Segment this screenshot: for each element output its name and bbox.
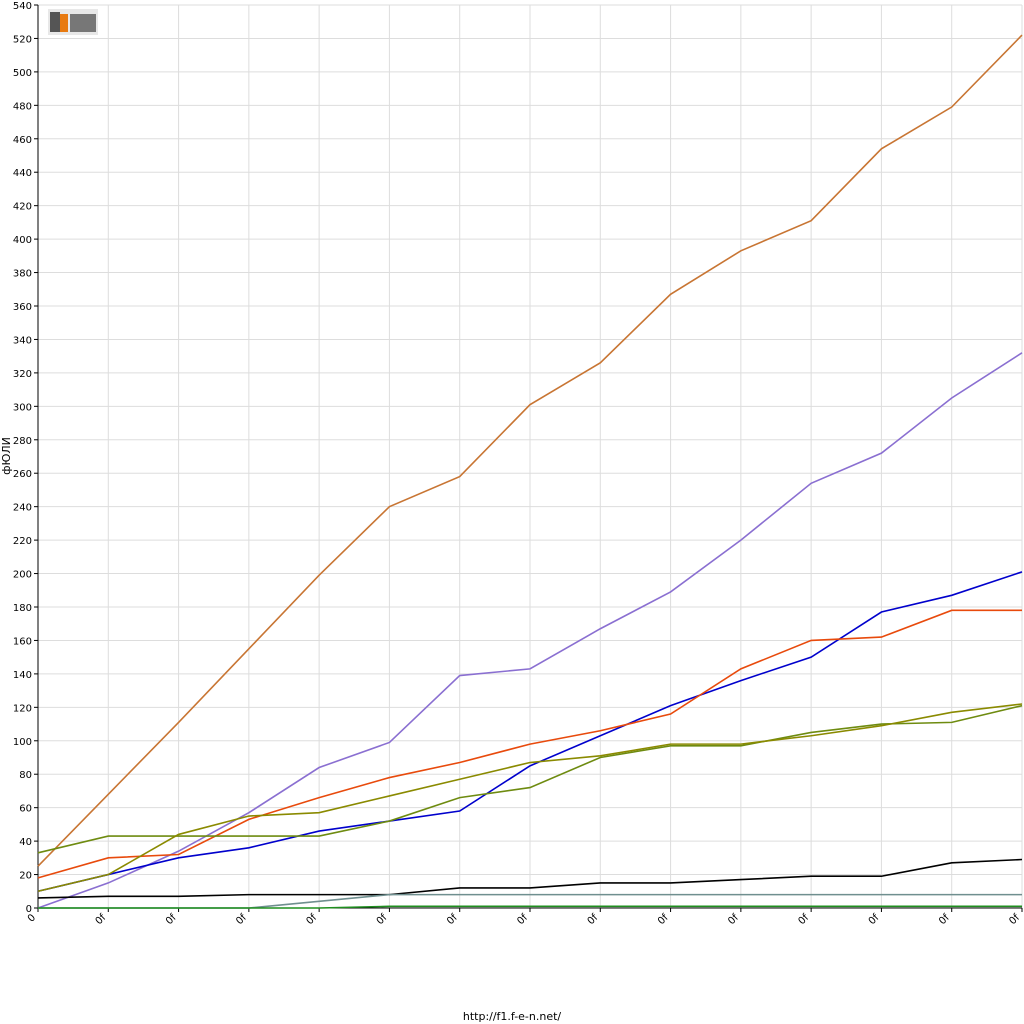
- y-tick-label: 200: [13, 570, 32, 581]
- x-tick-label: 0f: [234, 912, 249, 927]
- y-tick-label: 40: [19, 837, 32, 848]
- x-tick-label: 0f: [94, 912, 109, 927]
- y-tick-label: 100: [13, 737, 32, 748]
- y-tick-label: 120: [13, 703, 32, 714]
- series-line: [37, 703, 1023, 893]
- series-line: [37, 352, 1023, 909]
- x-tick-label: 0f: [304, 912, 319, 927]
- y-tick-label: 340: [13, 335, 32, 346]
- y-tick-label: 320: [13, 369, 32, 380]
- logo: [48, 9, 98, 35]
- y-axis-label: фЮЛИ: [0, 437, 13, 475]
- logo-f: [50, 12, 60, 32]
- series-line: [37, 571, 1023, 893]
- series-line: [37, 609, 1022, 879]
- series-line: [37, 704, 1023, 854]
- y-tick-label: 300: [13, 402, 32, 413]
- y-tick-label: 0: [26, 904, 32, 915]
- x-tick-label: 0f: [656, 912, 671, 927]
- y-tick-label: 520: [13, 34, 32, 45]
- y-tick-label: 480: [13, 101, 32, 112]
- y-tick-label: 180: [13, 603, 32, 614]
- x-tick-label: 0: [26, 912, 38, 924]
- y-tick-label: 440: [13, 168, 32, 179]
- logo-en: [70, 14, 96, 32]
- y-tick-label: 80: [19, 770, 32, 781]
- x-tick-label: 0f: [867, 912, 882, 927]
- logo-1: [60, 14, 68, 32]
- y-tick-label: 220: [13, 536, 32, 547]
- y-tick-label: 260: [13, 469, 32, 480]
- y-tick-label: 460: [13, 135, 32, 146]
- x-tick-label: 0f: [445, 912, 460, 927]
- x-tick-label: 0f: [164, 912, 179, 927]
- y-tick-label: 280: [13, 436, 32, 447]
- y-tick-label: 60: [19, 804, 32, 815]
- y-tick-label: 160: [13, 636, 32, 647]
- y-tick-label: 420: [13, 202, 32, 213]
- series-line: [37, 34, 1023, 867]
- x-tick-label: 0f: [375, 912, 390, 927]
- x-tick-label: 0f: [586, 912, 601, 927]
- footer: http://f1.f-e-n.net/: [463, 1010, 562, 1023]
- y-tick-label: 20: [19, 871, 32, 882]
- series-line: [38, 905, 1022, 909]
- y-tick-label: 380: [13, 269, 32, 280]
- x-tick-label: 0f: [515, 912, 530, 927]
- y-tick-label: 240: [13, 503, 32, 514]
- x-tick-label: 0f: [726, 912, 741, 927]
- y-tick-label: 400: [13, 235, 32, 246]
- x-tick-label: 0f: [796, 912, 811, 927]
- series-line: [37, 858, 1023, 899]
- x-tick-label: 0f: [937, 912, 952, 927]
- y-tick-label: 360: [13, 302, 32, 313]
- y-tick-label: 140: [13, 670, 32, 681]
- y-tick-label: 540: [13, 1, 32, 12]
- y-tick-label: 500: [13, 68, 32, 79]
- x-tick-label: 0f: [1007, 912, 1022, 927]
